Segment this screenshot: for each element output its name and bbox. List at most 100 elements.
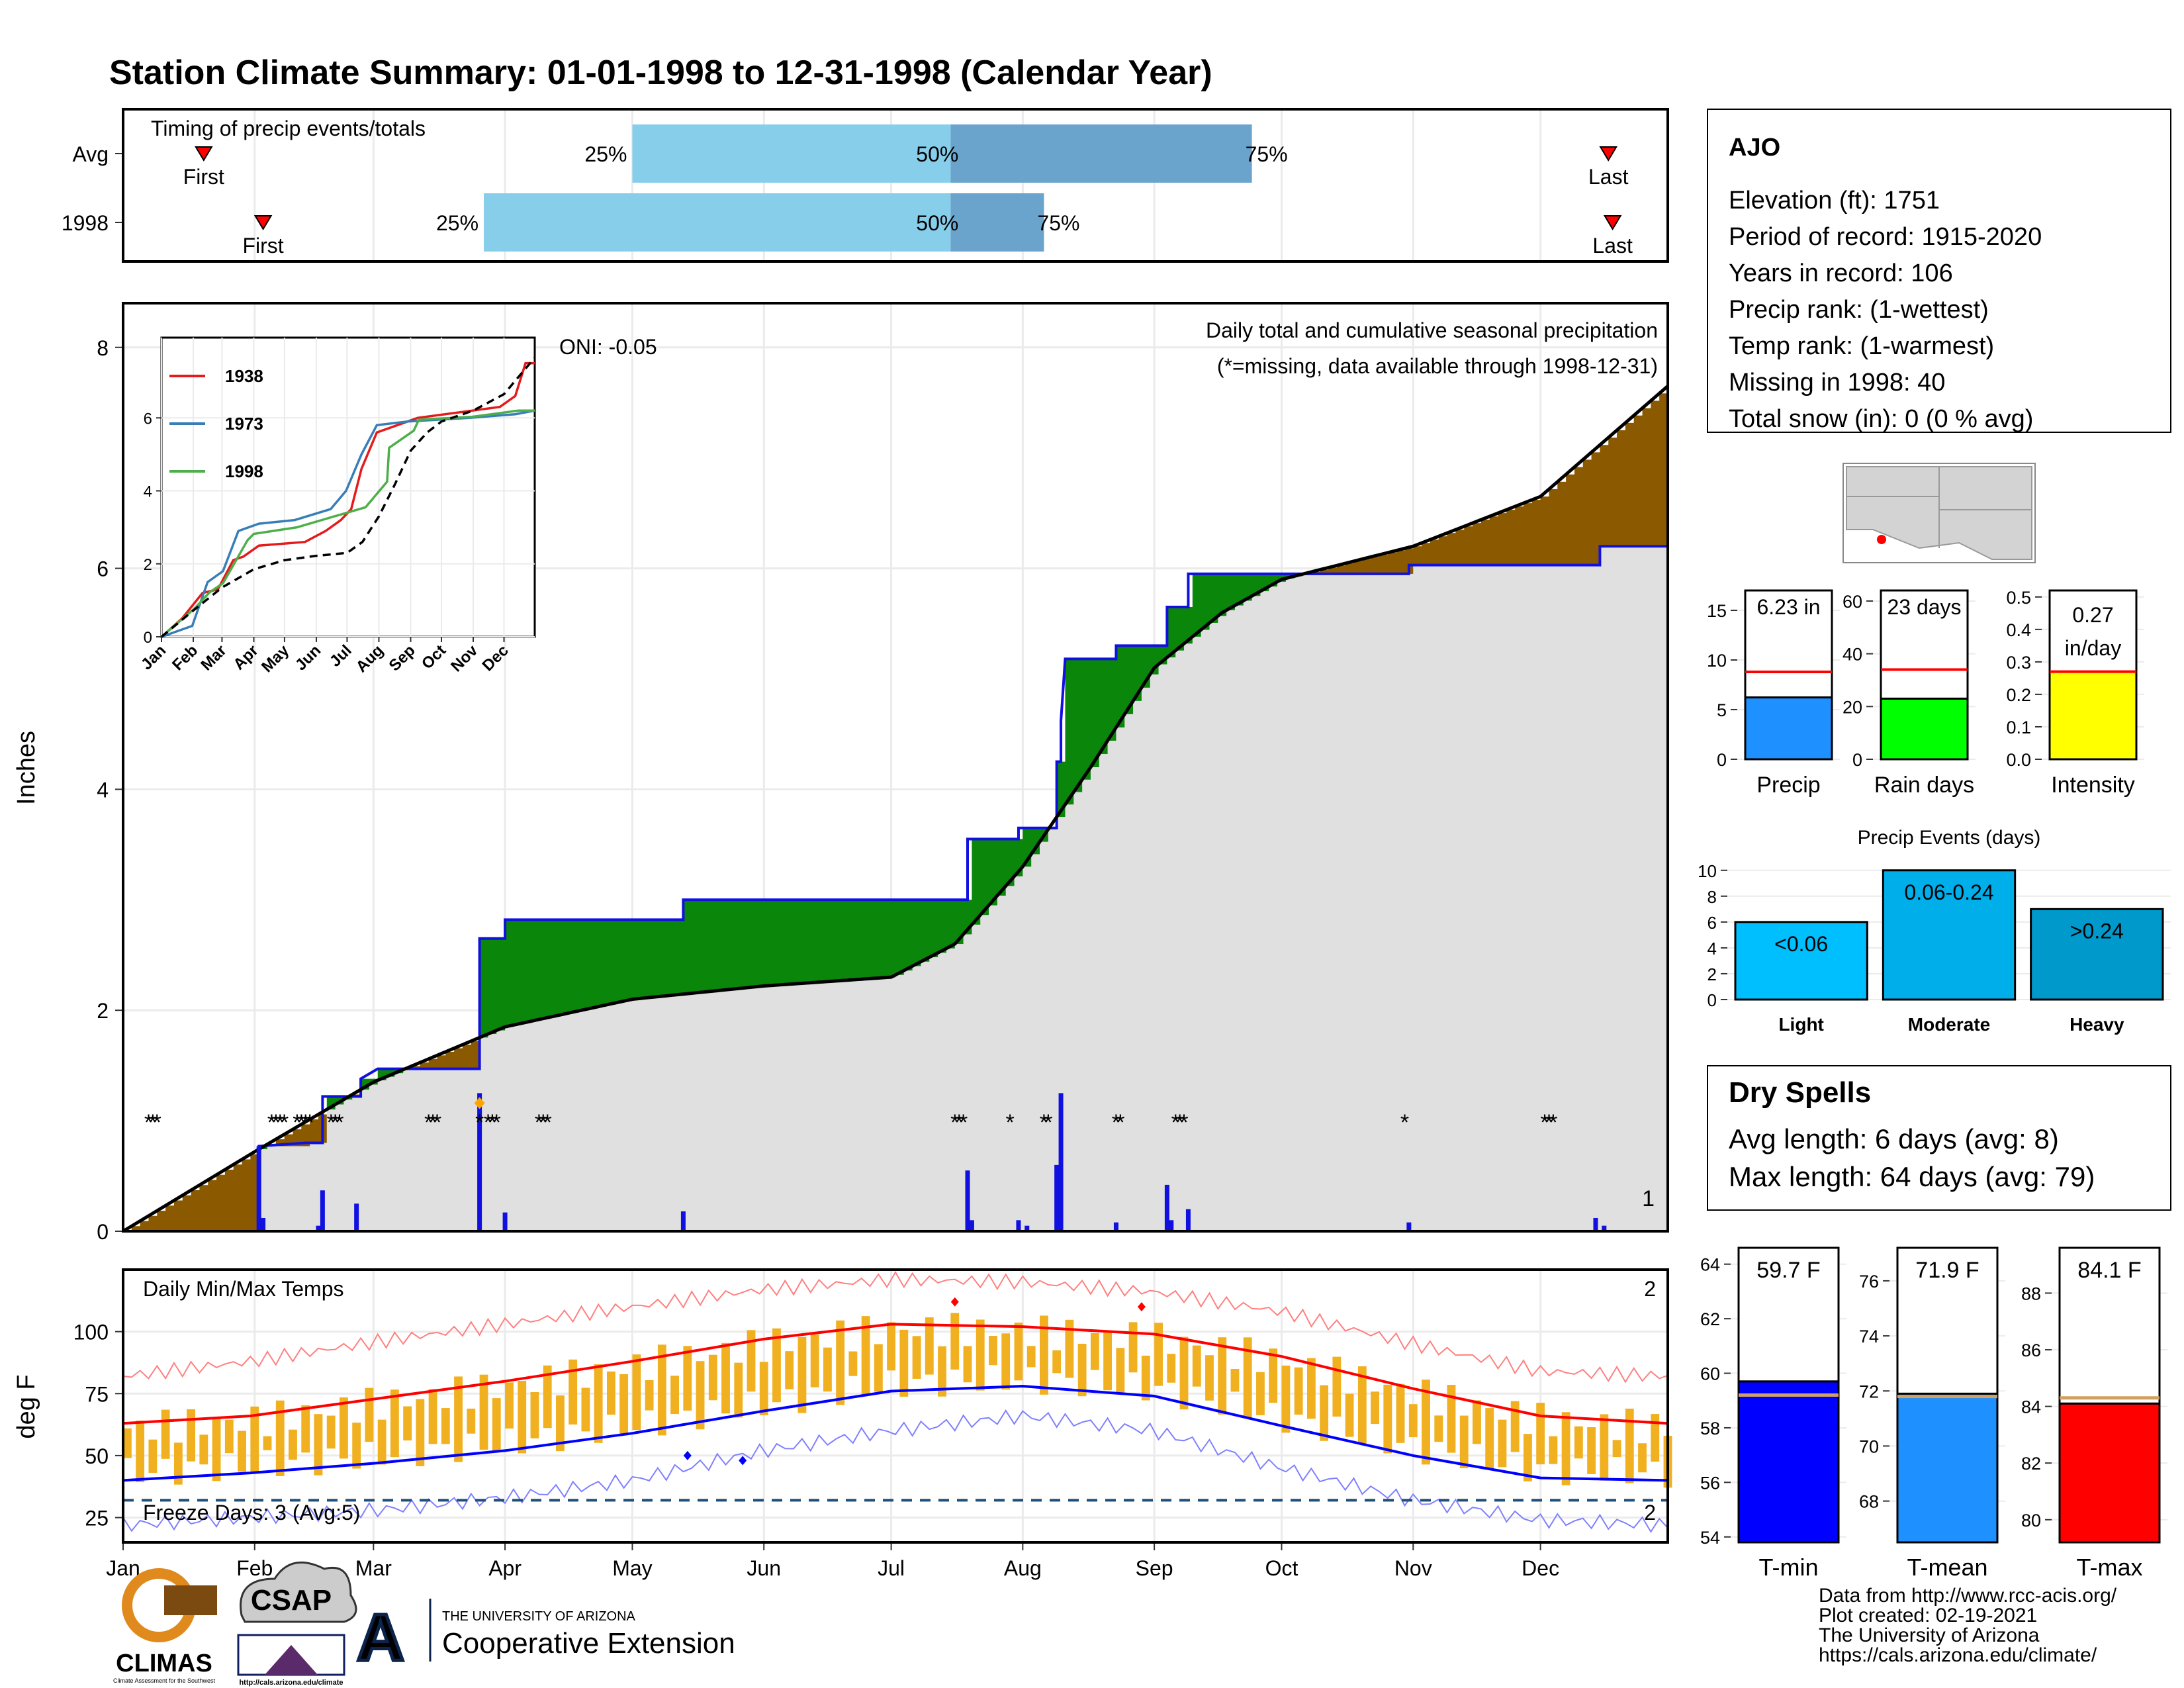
mini-bar-remainder-Intensity bbox=[2048, 589, 2138, 673]
daily-precip-bar-221 bbox=[1058, 1093, 1064, 1231]
cum-diff-178 bbox=[878, 900, 887, 978]
daily-temp-range-321 bbox=[1485, 1408, 1494, 1469]
month-label-Mar: Mar bbox=[355, 1556, 392, 1580]
cum-overlap-214 bbox=[1031, 854, 1040, 1231]
missing-day-42: * bbox=[297, 1110, 306, 1135]
cum-overlap-34 bbox=[267, 1146, 277, 1231]
cum-diff-262 bbox=[1234, 573, 1244, 606]
cum-overlap-142 bbox=[725, 990, 735, 1231]
tbar-ytick-label-1-76: 76 bbox=[1859, 1272, 1879, 1291]
daily-temp-range-6 bbox=[148, 1439, 158, 1473]
temps-frame bbox=[122, 1268, 1669, 1544]
cum-diff-284 bbox=[1328, 567, 1338, 574]
daily-temp-range-27 bbox=[238, 1430, 246, 1472]
daily-precip-bar-213 bbox=[1024, 1225, 1030, 1231]
station-line-period: Period of record: 1915-2020 bbox=[1729, 223, 2042, 251]
cum-overlap-168 bbox=[836, 980, 845, 1231]
cum-diff-330 bbox=[1523, 503, 1533, 565]
cum-diff-106 bbox=[572, 919, 582, 1012]
cum-diff-12 bbox=[173, 1200, 183, 1231]
csap-url-text: http://cals.arizona.edu/climate bbox=[239, 1679, 343, 1687]
daily-temp-range-339 bbox=[1561, 1412, 1570, 1485]
events-bar-Light bbox=[1734, 921, 1868, 1001]
cum-diff-232 bbox=[1107, 659, 1117, 741]
cum-overlap-58 bbox=[369, 1084, 379, 1231]
missing-day-196: * bbox=[950, 1110, 959, 1135]
mini-label-Precip: Precip bbox=[1756, 773, 1820, 798]
events-category-Moderate: Moderate bbox=[1908, 1014, 1990, 1035]
cum-diff-196 bbox=[954, 900, 964, 945]
cum-diff-230 bbox=[1099, 659, 1109, 754]
daily-temp-range-237 bbox=[1128, 1322, 1138, 1373]
cum-overlap-74 bbox=[437, 1068, 446, 1231]
cum-overlap-360 bbox=[1651, 546, 1660, 1232]
daily-temp-range-90 bbox=[505, 1382, 514, 1429]
mini-ytick-label-2-0.5: 0.5 bbox=[2006, 588, 2031, 608]
cum-overlap-80 bbox=[462, 1068, 472, 1231]
events-ytick-label-4: 4 bbox=[1707, 939, 1717, 959]
cum-diff-132 bbox=[683, 900, 692, 994]
daily-temp-range-78 bbox=[454, 1376, 463, 1462]
cum-overlap-326 bbox=[1506, 565, 1516, 1231]
timing-label-25-1998: 25% bbox=[436, 211, 478, 235]
cum-overlap-358 bbox=[1642, 546, 1651, 1232]
cum-diff-78 bbox=[454, 1048, 463, 1069]
events-ytick-label-0: 0 bbox=[1707, 990, 1717, 1010]
cum-diff-190 bbox=[929, 900, 938, 958]
daily-precip-bar-247 bbox=[1169, 1220, 1174, 1231]
daily-temp-range-216 bbox=[1040, 1315, 1048, 1395]
daily-precip-bar-55 bbox=[354, 1203, 359, 1231]
temps-ytick-label-100: 100 bbox=[73, 1321, 109, 1344]
missing-day-74: * bbox=[433, 1110, 441, 1135]
timing-bar-50-75-1998 bbox=[950, 193, 1044, 252]
daily-temp-range-9 bbox=[161, 1409, 170, 1459]
timing-label-75-1998: 75% bbox=[1037, 211, 1079, 235]
cum-diff-124 bbox=[649, 919, 659, 998]
freeze-days-label: Freeze Days: 3 (Avg:5) bbox=[143, 1501, 360, 1524]
month-label-Feb: Feb bbox=[236, 1556, 273, 1580]
cum-diff-86 bbox=[488, 938, 497, 1034]
daily-temp-range-63 bbox=[390, 1389, 399, 1458]
missing-day-302: * bbox=[1400, 1110, 1409, 1135]
daily-temp-range-60 bbox=[377, 1419, 387, 1465]
mini-label-Intensity: Intensity bbox=[2051, 773, 2135, 798]
tbar-ytick-label-0-64: 64 bbox=[1700, 1255, 1720, 1275]
cum-diff-298 bbox=[1387, 552, 1397, 574]
cum-overlap-146 bbox=[743, 988, 752, 1231]
missing-day-218: * bbox=[1044, 1110, 1052, 1135]
cum-diff-222 bbox=[1065, 659, 1074, 805]
cum-diff-312 bbox=[1447, 533, 1456, 565]
mini-ytick-label-2-0.3: 0.3 bbox=[2006, 653, 2031, 673]
climas-logo-subtitle: Climate Assessment for the Southwest bbox=[113, 1677, 216, 1684]
cum-diff-172 bbox=[852, 900, 862, 980]
events-ytick-label-10: 10 bbox=[1698, 861, 1717, 881]
daily-temp-range-33 bbox=[263, 1436, 272, 1450]
cum-overlap-150 bbox=[759, 986, 769, 1231]
daily-temp-range-315 bbox=[1459, 1415, 1469, 1468]
daily-temp-range-267 bbox=[1256, 1372, 1265, 1415]
cum-diff-308 bbox=[1430, 539, 1439, 565]
daily-temp-range-249 bbox=[1179, 1336, 1189, 1410]
daily-temp-range-150 bbox=[759, 1362, 768, 1415]
cum-diff-166 bbox=[827, 900, 837, 982]
missing-day-209: * bbox=[1006, 1110, 1015, 1135]
mini-bar-charts: 6.23 in 0 5 10 15 Precip 23 days 0 20 40 60 Rain da… bbox=[1707, 588, 2144, 798]
cum-diff-70 bbox=[420, 1062, 430, 1069]
ua-a-logo: A bbox=[357, 1601, 404, 1675]
cum-diff-154 bbox=[776, 900, 786, 986]
cum-diff-176 bbox=[870, 900, 879, 979]
cum-overlap-64 bbox=[394, 1073, 404, 1231]
cum-diff-62 bbox=[386, 1068, 395, 1077]
daily-precip-bar-347 bbox=[1593, 1217, 1598, 1231]
cum-overlap-308 bbox=[1430, 565, 1439, 1231]
cum-diff-358 bbox=[1642, 408, 1651, 547]
missing-day-99: * bbox=[539, 1110, 547, 1135]
tbar-value-label-T-max: 84.1 F bbox=[2077, 1258, 2141, 1283]
cum-overlap-90 bbox=[505, 1027, 514, 1231]
avg-min-line bbox=[122, 1385, 1668, 1482]
station-line-missing: Missing in 1998: 40 bbox=[1729, 369, 1945, 397]
cum-diff-108 bbox=[581, 919, 590, 1011]
inset-ytick-label-2: 2 bbox=[144, 556, 152, 574]
cum-diff-200 bbox=[972, 839, 981, 925]
